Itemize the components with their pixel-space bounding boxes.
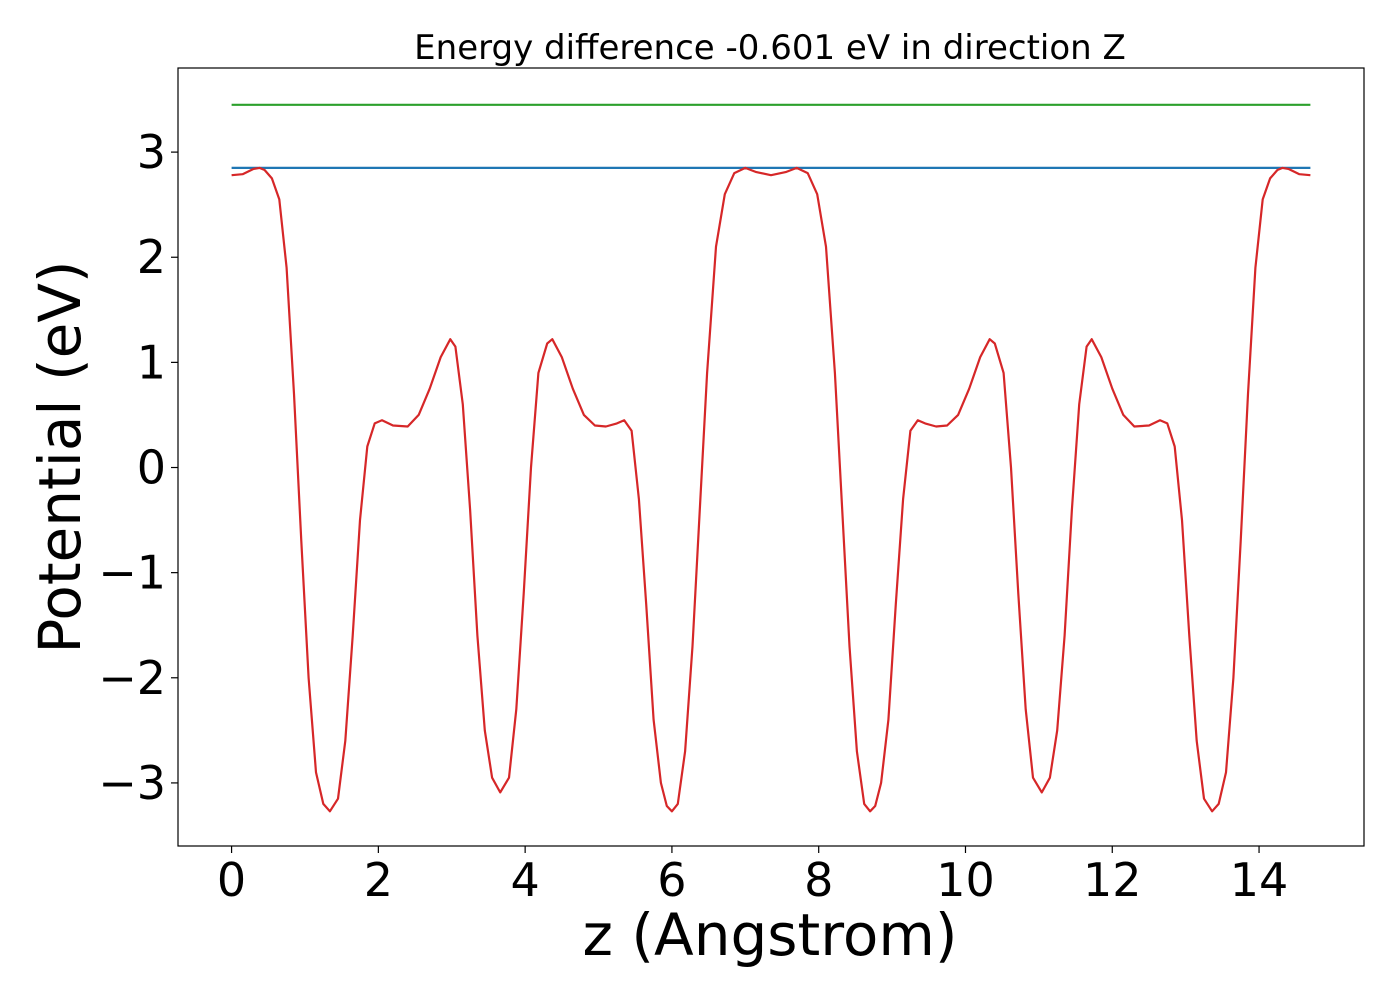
y-tick-label: −1: [98, 546, 166, 600]
x-axis-label: z (Angstrom): [583, 901, 958, 969]
y-tick-label: −2: [98, 651, 166, 705]
x-tick-label: 6: [657, 853, 686, 907]
y-tick-label: 2: [137, 230, 166, 284]
plot-frame: [177, 67, 1365, 847]
series-line-2: [231, 166, 1311, 813]
y-axis: −3 −2 −1 0 1 2 3: [98, 125, 178, 810]
x-tick-label: 12: [1083, 853, 1142, 907]
x-tick-label: 4: [510, 853, 539, 907]
x-tick-label: 0: [217, 853, 246, 907]
x-tick-label: 10: [936, 853, 995, 907]
y-tick-label: 1: [137, 335, 166, 389]
x-tick-label: 14: [1230, 853, 1289, 907]
x-axis: 0 2 4 6 8 10 12 14: [217, 846, 1288, 907]
x-tick-label: 2: [364, 853, 393, 907]
y-tick-label: 3: [137, 125, 166, 179]
chart-title: Energy difference -0.601 eV in direction…: [414, 28, 1126, 68]
y-tick-label: 0: [137, 441, 166, 495]
y-tick-label: −3: [98, 756, 166, 810]
series-layer: [231, 103, 1311, 813]
x-tick-label: 8: [804, 853, 833, 907]
y-axis-label: Potential (eV): [26, 260, 94, 653]
